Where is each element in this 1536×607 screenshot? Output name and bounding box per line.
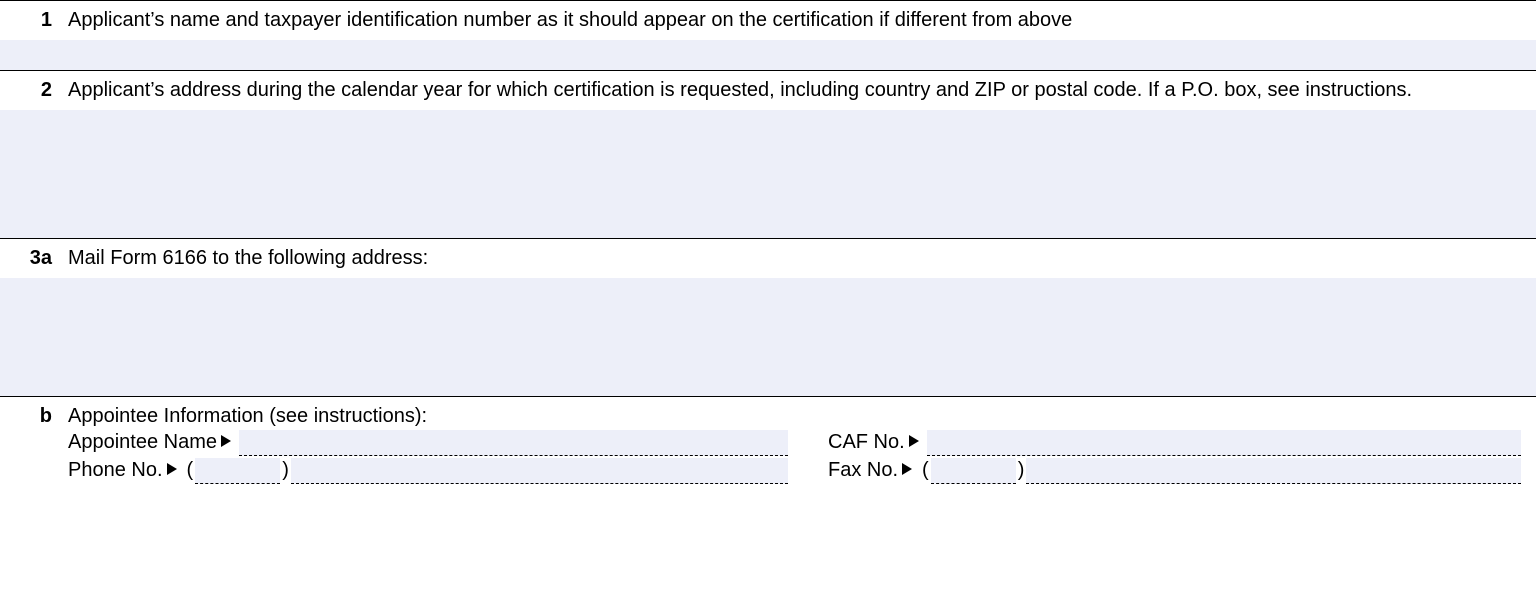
appointee-name-label: Appointee Name — [68, 431, 217, 454]
caf-no-label: CAF No. — [828, 431, 905, 454]
line-1-number: 1 — [0, 1, 60, 40]
line-3a-row: 3a Mail Form 6166 to the following addre… — [0, 238, 1536, 278]
appointee-name-caf-row: Appointee Name CAF No. — [68, 430, 1521, 456]
caf-no-group: CAF No. — [828, 430, 1521, 456]
appointee-name-input[interactable] — [239, 430, 788, 456]
line-2-number: 2 — [0, 71, 60, 110]
phone-number-input[interactable] — [291, 458, 788, 484]
line-1-text: Applicant’s name and taxpayer identifica… — [60, 1, 1536, 40]
line-1-row: 1 Applicant’s name and taxpayer identifi… — [0, 0, 1536, 40]
line-3b-content: Appointee Information (see instructions)… — [60, 397, 1536, 492]
line-1-fill[interactable] — [0, 40, 1536, 70]
line-2-row: 2 Applicant’s address during the calenda… — [0, 70, 1536, 110]
paren-open: ( — [920, 459, 931, 482]
paren-open: ( — [185, 459, 196, 482]
fax-no-label: Fax No. — [828, 459, 898, 482]
fax-no-group: Fax No. ( ) — [828, 458, 1521, 484]
fax-number-input[interactable] — [1026, 458, 1521, 484]
fax-areacode-input[interactable] — [931, 458, 1016, 484]
line-3b-row: b Appointee Information (see instruction… — [0, 396, 1536, 492]
arrow-icon — [909, 435, 919, 447]
line-3a-number: 3a — [0, 239, 60, 278]
paren-close: ) — [280, 459, 291, 482]
caf-no-input[interactable] — [927, 430, 1521, 456]
appointee-header: Appointee Information (see instructions)… — [68, 405, 1521, 428]
phone-areacode-input[interactable] — [195, 458, 280, 484]
phone-no-group: Phone No. ( ) — [68, 458, 828, 484]
line-2-text: Applicant’s address during the calendar … — [60, 71, 1536, 110]
line-3a-text: Mail Form 6166 to the following address: — [60, 239, 1536, 278]
arrow-icon — [221, 435, 231, 447]
arrow-icon — [902, 463, 912, 475]
line-3a-fill[interactable] — [0, 278, 1536, 396]
arrow-icon — [167, 463, 177, 475]
paren-close: ) — [1016, 459, 1027, 482]
line-3b-number: b — [0, 397, 60, 492]
appointee-name-group: Appointee Name — [68, 430, 828, 456]
form-container: 1 Applicant’s name and taxpayer identifi… — [0, 0, 1536, 492]
phone-no-label: Phone No. — [68, 459, 163, 482]
line-2-fill[interactable] — [0, 110, 1536, 238]
phone-fax-row: Phone No. ( ) Fax No. ( ) — [68, 458, 1521, 484]
